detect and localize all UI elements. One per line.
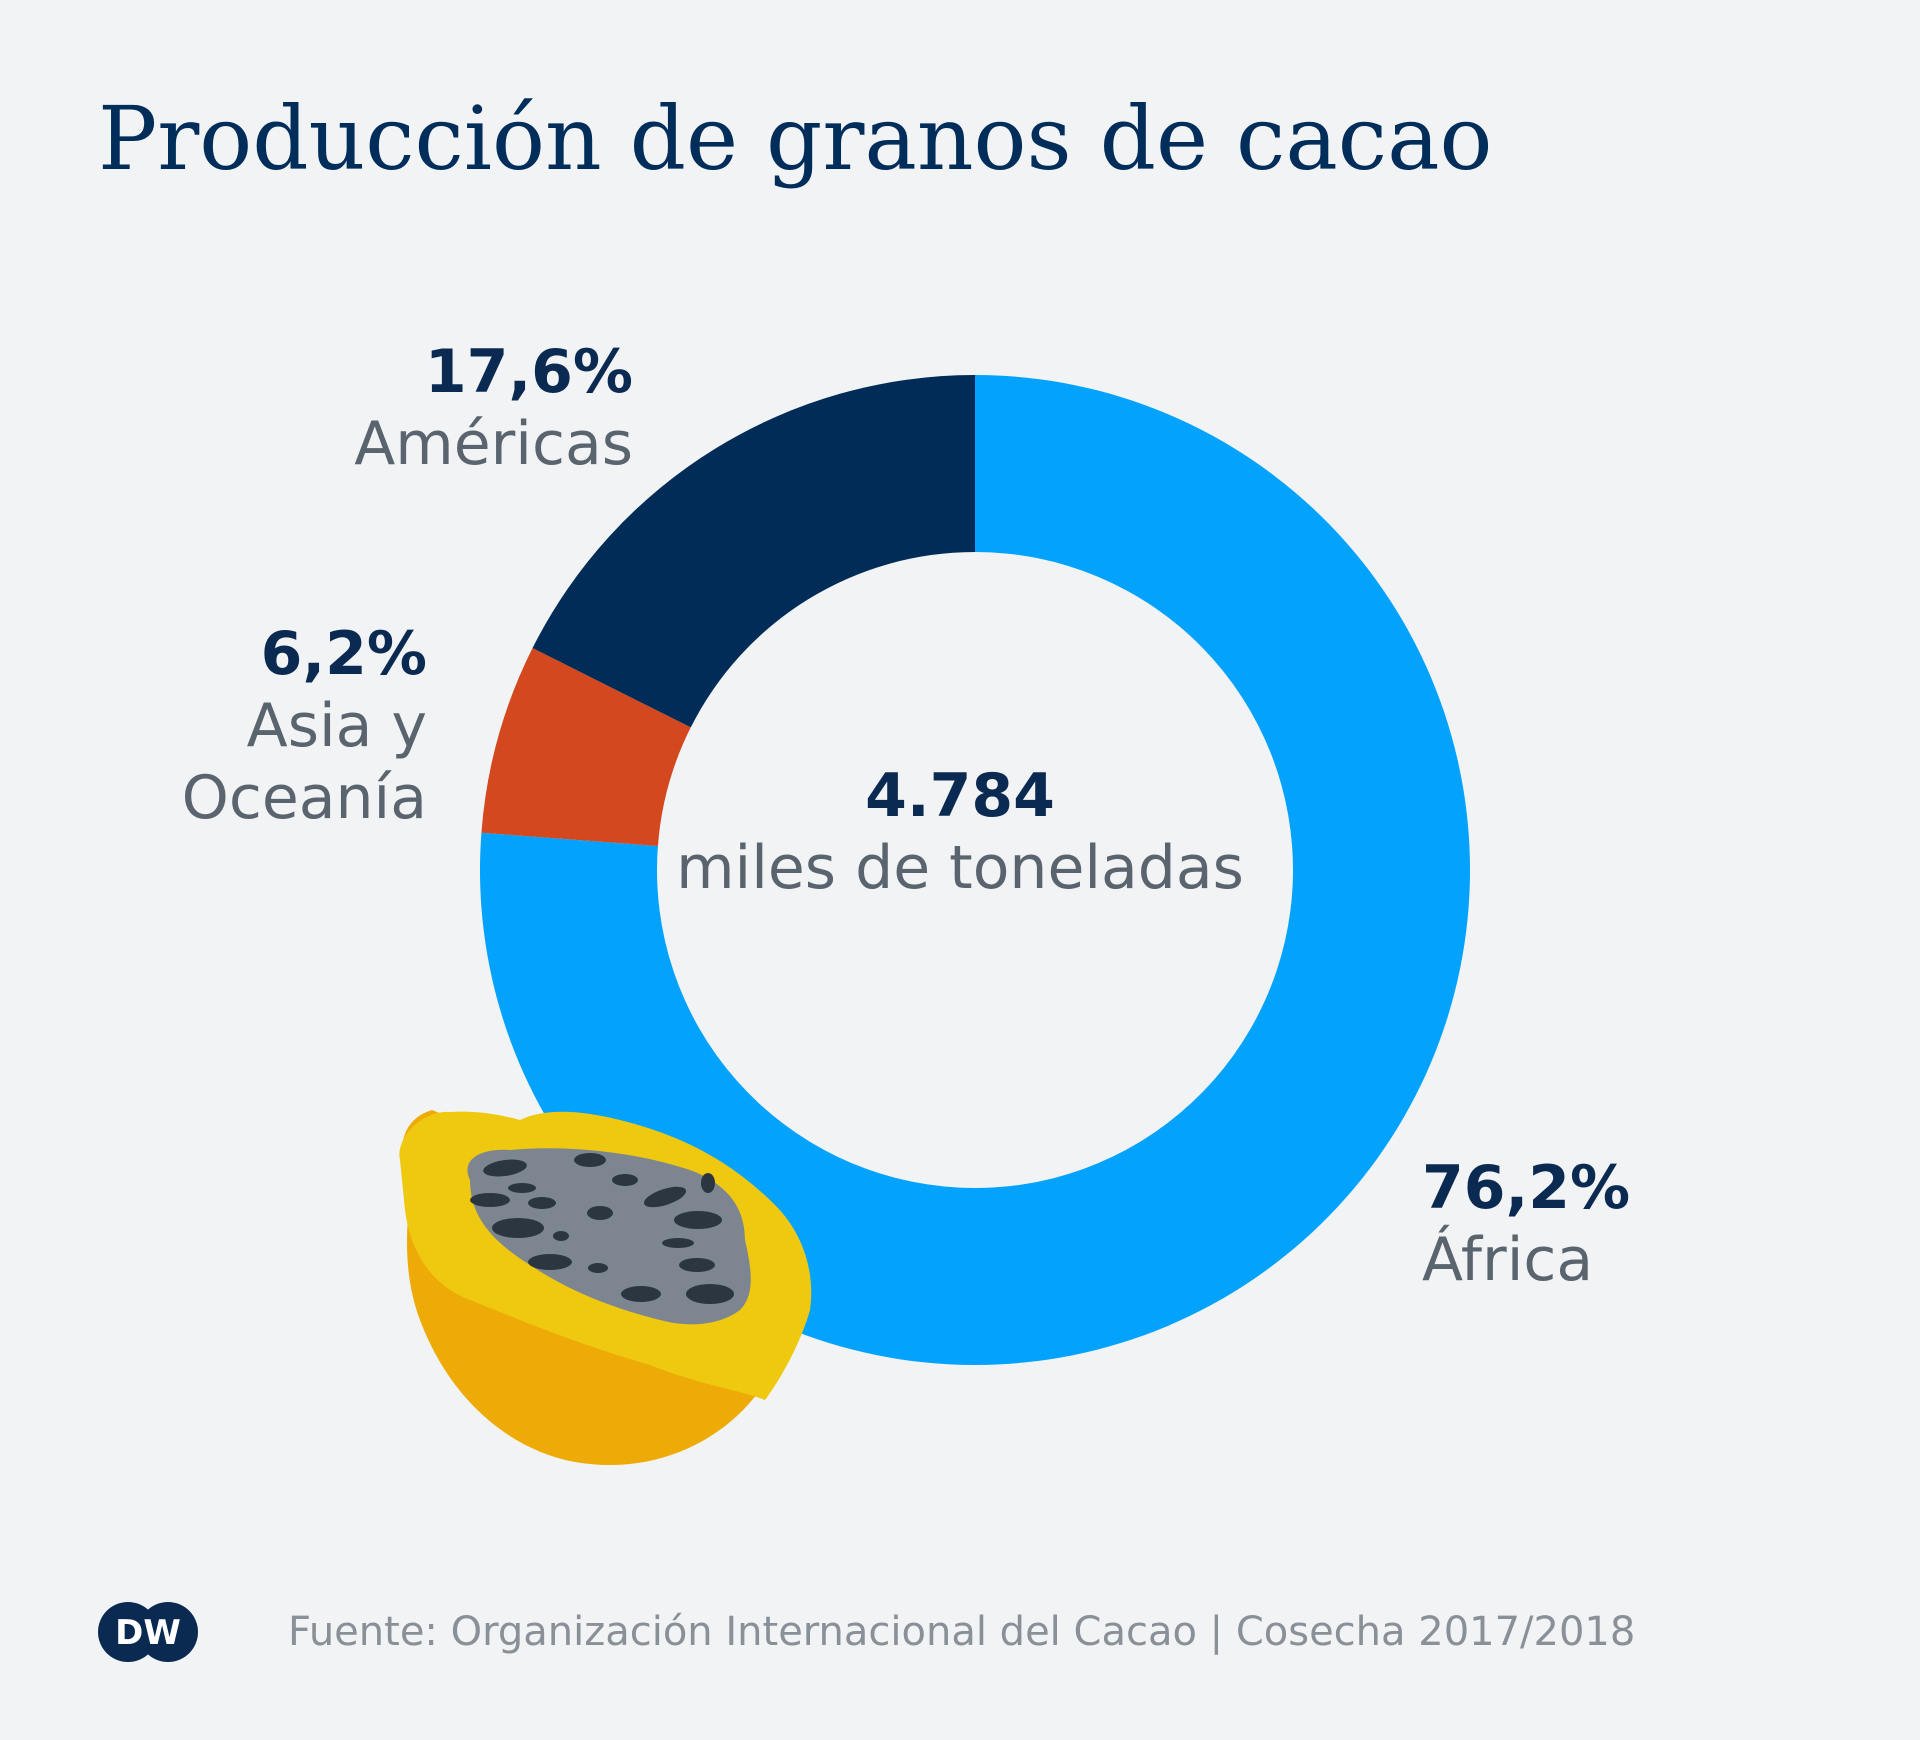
cacao-bean bbox=[574, 1153, 606, 1167]
cacao-bean bbox=[528, 1254, 572, 1270]
cacao-bean bbox=[621, 1286, 661, 1302]
cacao-bean bbox=[483, 1159, 527, 1177]
cacao-bean bbox=[470, 1193, 510, 1207]
cacao-bean bbox=[553, 1231, 569, 1241]
label-asia-oceania: 6,2% Asia y Oceanía bbox=[182, 618, 427, 834]
dw-logo: DW bbox=[98, 1602, 198, 1662]
donut-slice-africa bbox=[479, 375, 1470, 1365]
cacao-bean bbox=[701, 1173, 715, 1193]
cacao-bean bbox=[679, 1258, 715, 1272]
cacao-beans bbox=[470, 1153, 734, 1304]
label-americas: 17,6% Américas bbox=[354, 336, 633, 480]
source-note: Fuente: Organización Internacional del C… bbox=[288, 1609, 1636, 1655]
americas-name: Américas bbox=[354, 409, 633, 479]
cacao-bean bbox=[674, 1211, 722, 1229]
cacao-bean bbox=[528, 1197, 556, 1209]
cacao-bean bbox=[588, 1263, 608, 1273]
cacao-bean bbox=[662, 1238, 694, 1248]
cacao-bean bbox=[492, 1218, 544, 1238]
donut-center-total: 4.784 miles de toneladas bbox=[640, 760, 1280, 904]
donut-slices bbox=[479, 375, 1470, 1365]
africa-name: África bbox=[1422, 1225, 1594, 1295]
africa-percent: 76,2% bbox=[1422, 1153, 1631, 1223]
chart-title: Producción de granos de cacao bbox=[98, 87, 1493, 190]
label-africa: 76,2% África bbox=[1422, 1152, 1630, 1296]
cacao-pod-illustration bbox=[399, 1110, 812, 1466]
cacao-bean bbox=[686, 1284, 734, 1304]
asia-oceania-name-line-1: Asia y bbox=[246, 691, 427, 761]
cacao-bean bbox=[643, 1186, 687, 1208]
cacao-bean bbox=[612, 1174, 638, 1186]
donut-slice-americas bbox=[532, 375, 975, 728]
asia-oceania-name-line-2: Oceanía bbox=[181, 763, 427, 833]
asia-oceania-percent: 6,2% bbox=[260, 619, 427, 689]
americas-percent: 17,6% bbox=[424, 337, 633, 407]
footer: DW Fuente: Organización Internacional de… bbox=[96, 1600, 1635, 1664]
dw-logo-text: DW bbox=[115, 1613, 181, 1653]
total-unit: miles de toneladas bbox=[676, 833, 1244, 903]
total-value: 4.784 bbox=[865, 761, 1055, 831]
donut-slice-asia-y-oceania bbox=[481, 648, 691, 847]
cacao-bean bbox=[587, 1206, 613, 1220]
cacao-bean bbox=[508, 1183, 536, 1193]
